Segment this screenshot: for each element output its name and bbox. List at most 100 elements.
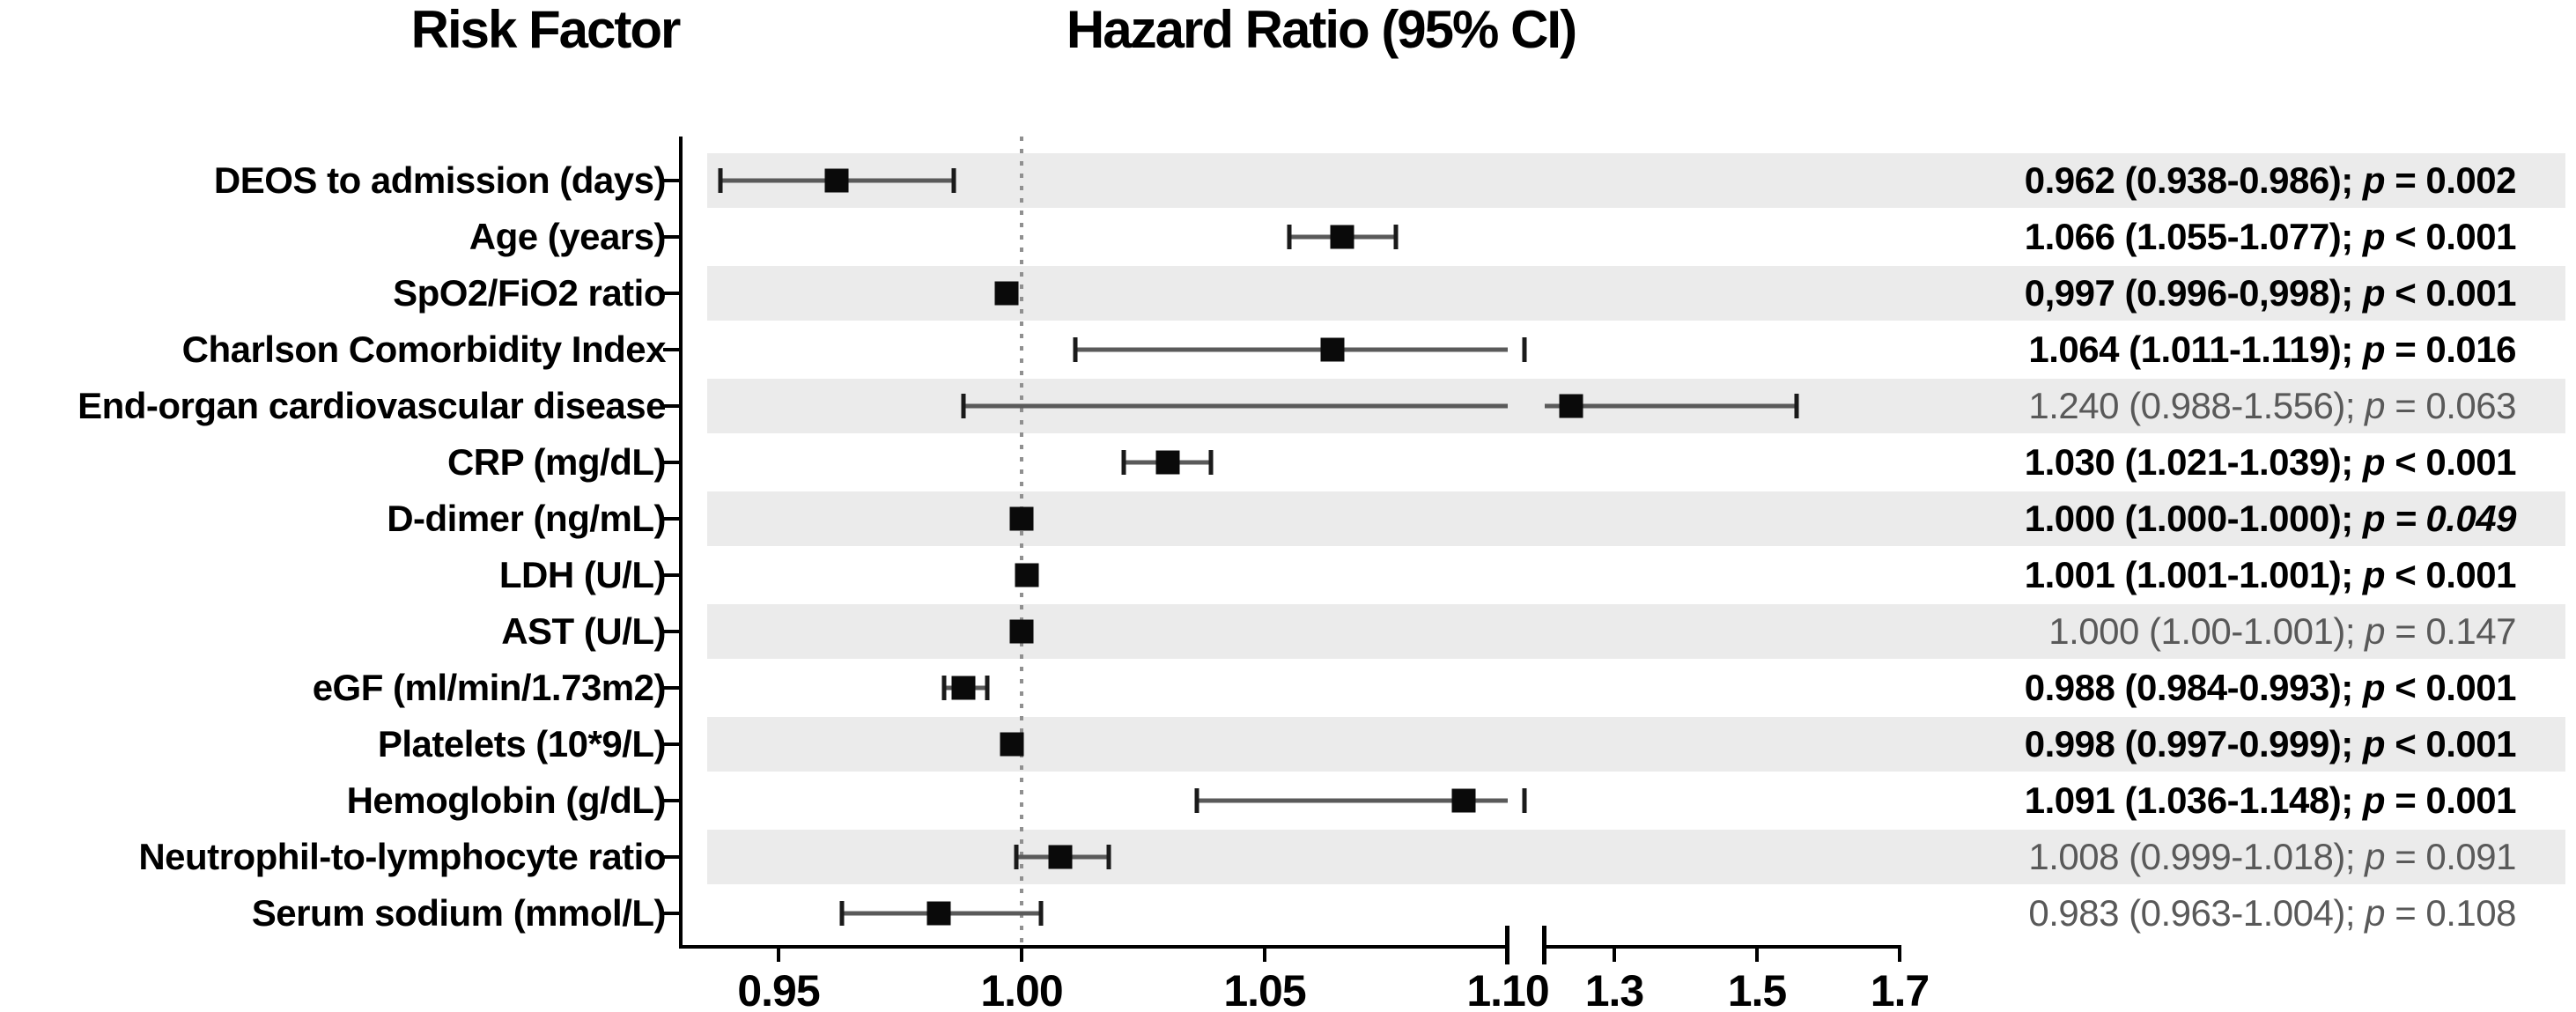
p-value-text: < 0.001 xyxy=(2385,271,2516,314)
hr-ci-text: 1.240 (0.988-1.556); xyxy=(2028,384,2366,426)
hr-point-marker xyxy=(1330,225,1354,249)
risk-factor-label: Serum sodium (mmol/L) xyxy=(251,891,667,934)
hr-point-marker xyxy=(1048,845,1073,869)
hr-ci-value: 0.983 (0.963-1.004); p = 0.108 xyxy=(2028,891,2516,934)
hr-ci-text: 0,997 (0.996-0,998); xyxy=(2024,271,2363,314)
p-value-text: = 0.016 xyxy=(2385,328,2516,370)
hr-point-marker xyxy=(1015,563,1039,587)
x-axis-line xyxy=(1545,945,1901,949)
ci-cap-left xyxy=(1194,788,1199,813)
hr-point-marker xyxy=(1320,337,1345,362)
hr-ci-text: 1.000 (1.000-1.000); xyxy=(2024,497,2363,539)
hr-point-marker xyxy=(994,281,1019,306)
x-tick xyxy=(1898,945,1901,962)
y-tick xyxy=(663,799,679,802)
hr-ci-value: 0.962 (0.938-0.986); p = 0.002 xyxy=(2024,159,2517,201)
ci-cap-right xyxy=(1794,394,1799,418)
ci-cap-left xyxy=(961,394,966,418)
y-tick xyxy=(663,179,679,182)
hr-ci-value: 1.030 (1.021-1.039); p < 0.001 xyxy=(2025,440,2517,483)
ci-cap-left xyxy=(1014,845,1019,869)
p-symbol: p xyxy=(2362,271,2386,314)
p-symbol: p xyxy=(2362,159,2386,201)
p-symbol: p xyxy=(2365,891,2386,934)
ci-cap-right xyxy=(1038,901,1044,926)
column-header-hazard-ratio: Hazard Ratio (95% CI) xyxy=(1066,0,1577,59)
risk-factor-label: Platelets (10*9/L) xyxy=(377,722,667,765)
y-tick xyxy=(663,461,679,464)
hr-ci-text: 0.983 (0.963-1.004); xyxy=(2028,891,2366,934)
ci-cap-right xyxy=(1522,337,1527,362)
x-tick-label: 0.95 xyxy=(737,966,820,1012)
p-symbol: p xyxy=(2362,779,2386,821)
x-tick-label: 1.10 xyxy=(1466,966,1549,1012)
hr-ci-value: 1.064 (1.011-1.119); p = 0.016 xyxy=(2028,329,2516,370)
x-tick xyxy=(777,945,780,962)
hr-ci-value: 1.066 (1.055-1.077); p < 0.001 xyxy=(2024,215,2517,257)
hr-point-marker xyxy=(951,676,976,700)
risk-factor-label: AST (U/L) xyxy=(501,609,666,652)
x-tick-label: 1.3 xyxy=(1584,966,1645,1012)
y-tick xyxy=(663,235,679,239)
ci-cap-left xyxy=(839,901,845,926)
ci-cap-right xyxy=(985,676,990,700)
ci-cap-left xyxy=(1073,337,1078,362)
p-symbol: p xyxy=(2362,722,2386,765)
p-symbol: p xyxy=(2362,497,2386,539)
ci-cap-left xyxy=(718,168,723,193)
reference-line xyxy=(1020,137,1023,945)
risk-factor-label: Charlson Comorbidity Index xyxy=(181,328,667,370)
x-tick xyxy=(1263,945,1266,962)
hr-ci-text: 0.962 (0.938-0.986); xyxy=(2024,159,2363,201)
risk-factor-label: D-dimer (ng/mL) xyxy=(387,497,666,539)
p-symbol: p xyxy=(2362,215,2386,257)
x-tick-label: 1.00 xyxy=(980,966,1063,1012)
p-symbol: p xyxy=(2362,666,2386,708)
x-tick xyxy=(1755,945,1759,962)
hr-ci-value: 1.001 (1.001-1.001); p < 0.001 xyxy=(2024,553,2517,595)
column-header-risk-factor: Risk Factor xyxy=(410,0,682,59)
hr-point-marker xyxy=(1009,619,1034,644)
hr-ci-text: 1.000 (1.00-1.001); xyxy=(2048,609,2366,652)
p-value-text: = 0.091 xyxy=(2385,835,2516,877)
axis-break-mark xyxy=(1542,926,1546,964)
ci-cap-left xyxy=(1121,450,1126,475)
hr-point-marker xyxy=(1009,506,1034,531)
p-value-text: = 0.001 xyxy=(2385,779,2516,821)
hr-ci-value: 0.998 (0.997-0.999); p < 0.001 xyxy=(2024,722,2517,765)
p-value-text: = 0.002 xyxy=(2385,159,2516,201)
p-value-text: < 0.001 xyxy=(2385,553,2516,595)
y-axis-line xyxy=(679,137,683,949)
hr-ci-value: 1.008 (0.999-1.018); p = 0.091 xyxy=(2028,835,2516,877)
hr-ci-text: 0.998 (0.997-0.999); xyxy=(2024,722,2363,765)
p-symbol: p xyxy=(2365,835,2386,877)
x-tick-label: 1.7 xyxy=(1870,966,1930,1012)
ci-cap-right xyxy=(951,168,956,193)
y-tick xyxy=(663,404,679,408)
ci-line xyxy=(1074,347,1508,352)
hr-ci-value: 0.988 (0.984-0.993); p < 0.001 xyxy=(2024,666,2517,708)
p-value-text: < 0.001 xyxy=(2385,440,2516,483)
hr-ci-text: 1.066 (1.055-1.077); xyxy=(2024,215,2363,257)
hr-point-marker xyxy=(1155,450,1180,475)
y-tick xyxy=(663,292,679,295)
x-axis-line xyxy=(679,945,1508,949)
p-value-text: < 0.001 xyxy=(2385,215,2516,257)
ci-line xyxy=(1545,403,1797,409)
ci-line xyxy=(963,403,1508,409)
ci-cap-right xyxy=(1208,450,1214,475)
p-value-text: = 0.049 xyxy=(2385,497,2516,539)
p-symbol: p xyxy=(2362,440,2386,483)
risk-factor-label: End-organ cardiovascular disease xyxy=(78,384,666,426)
hr-ci-text: 1.091 (1.036-1.148); xyxy=(2024,779,2363,821)
y-tick xyxy=(663,686,679,690)
hr-point-marker xyxy=(1451,788,1476,813)
x-tick-label: 1.05 xyxy=(1223,966,1306,1012)
risk-factor-label: DEOS to admission (days) xyxy=(213,159,667,201)
p-symbol: p xyxy=(2362,328,2386,370)
hr-ci-text: 0.988 (0.984-0.993); xyxy=(2024,666,2363,708)
p-value-text: < 0.001 xyxy=(2385,666,2516,708)
hr-point-marker xyxy=(1000,732,1024,757)
hr-ci-text: 1.001 (1.001-1.001); xyxy=(2024,553,2363,595)
risk-factor-label: Neutrophil-to-lymphocyte ratio xyxy=(138,835,666,877)
